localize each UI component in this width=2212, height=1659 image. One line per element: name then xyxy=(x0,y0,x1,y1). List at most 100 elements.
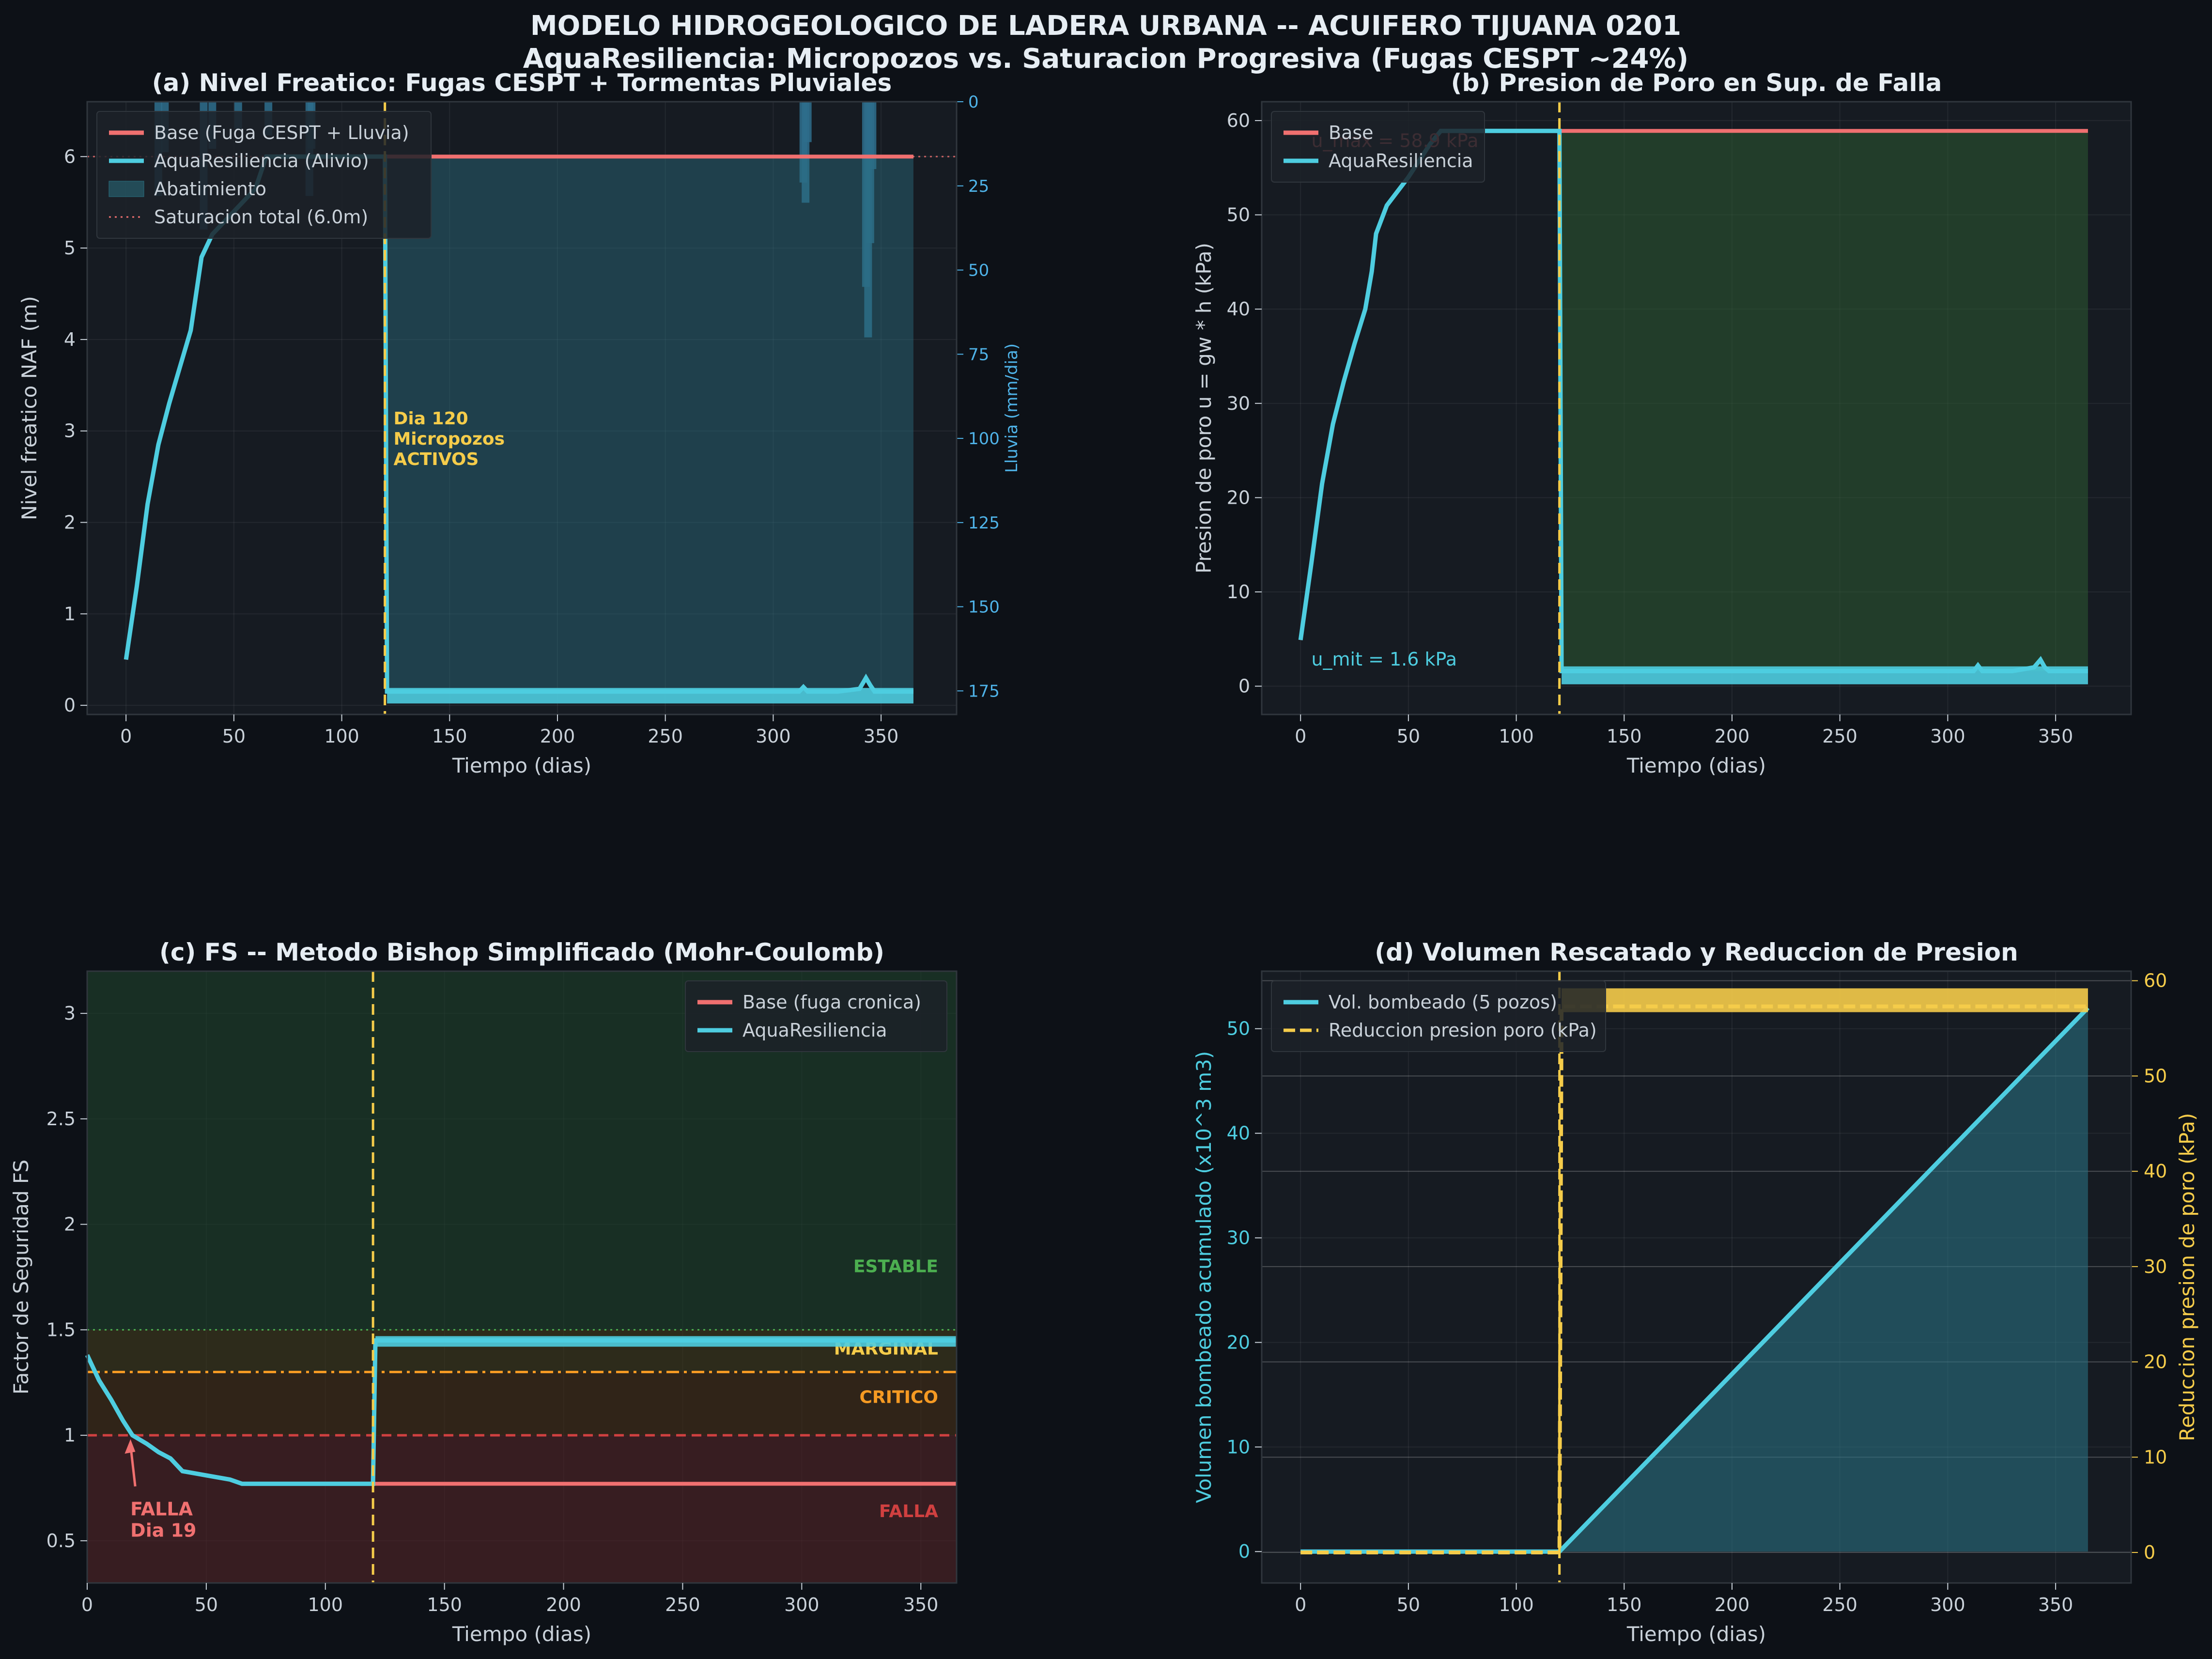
y-tick-label-c: 1.5 xyxy=(46,1319,76,1340)
x-tick-label-b: 50 xyxy=(1397,726,1420,747)
drawdown-area xyxy=(385,156,913,692)
volume-area xyxy=(1300,1008,2088,1552)
x-tick-label-a: 300 xyxy=(756,726,791,747)
y2-tick-label-d: 50 xyxy=(2144,1065,2167,1086)
legend-label-b: Base xyxy=(1329,122,1374,143)
y-tick-label-d: 0 xyxy=(1238,1541,1250,1562)
y2-tick-label-a: 25 xyxy=(968,177,989,196)
y-tick-label-a: 2 xyxy=(64,512,76,533)
y2-tick-label-a: 125 xyxy=(968,513,1000,533)
plot-frame-b xyxy=(1261,101,2132,715)
legend-label-a: Saturacion total (6.0m) xyxy=(154,206,368,228)
panel-b: u_max = 58.9 kPau_mit = 1.6 kPa050100150… xyxy=(1192,69,2132,777)
x-tick-label-b: 100 xyxy=(1499,726,1534,747)
x-axis-label-b: Tiempo (dias) xyxy=(1626,754,1766,777)
legend-label-c: AquaResiliencia xyxy=(742,1020,887,1041)
y2-tick-label-d: 30 xyxy=(2144,1256,2167,1277)
series-line-aqua xyxy=(85,1338,957,1486)
y-axis-label-a: Nivel freatico NAF (m) xyxy=(17,296,41,520)
zone-label-falla: FALLA xyxy=(879,1502,938,1521)
x-tick-label-c: 100 xyxy=(308,1594,343,1615)
legend-box-d xyxy=(1271,980,1606,1052)
x-tick-label-d: 0 xyxy=(1295,1594,1306,1615)
y2-axis-label-a: Lluvia (mm/dia) xyxy=(1002,343,1021,473)
y2-tick-label-d: 40 xyxy=(2144,1161,2167,1182)
x-tick-label-b: 150 xyxy=(1607,726,1642,747)
panel-title-b: (b) Presion de Poro en Sup. de Falla xyxy=(1451,69,1942,97)
x-tick-label-c: 250 xyxy=(665,1594,700,1615)
y2-tick-label-d: 20 xyxy=(2144,1351,2167,1373)
annotation-u-mit: u_mit = 1.6 kPa xyxy=(1311,649,1457,670)
y-tick-label-a: 0 xyxy=(64,695,76,716)
pressure-oscillation-band xyxy=(1562,988,2088,1012)
y-tick-label-a: 6 xyxy=(64,146,76,167)
figure-title-line1: MODELO HIDROGEOLOGICO DE LADERA URBANA -… xyxy=(530,10,1681,42)
x-tick-label-d: 350 xyxy=(2038,1594,2073,1615)
y-tick-label-a: 5 xyxy=(64,237,76,259)
y-tick-label-d: 20 xyxy=(1227,1332,1250,1353)
y-tick-label-b: 50 xyxy=(1227,204,1250,226)
annotation-day120-line2: Micropozos xyxy=(393,429,505,449)
legend-label-c: Base (fuga cronica) xyxy=(742,992,921,1013)
x-tick-label-a: 150 xyxy=(432,726,467,747)
y-tick-label-b: 60 xyxy=(1227,110,1250,131)
y-axis-label-c: Factor de Seguridad FS xyxy=(9,1160,33,1395)
panel-title-d: (d) Volumen Rescatado y Reduccion de Pre… xyxy=(1375,938,2018,966)
y-tick-label-c: 3 xyxy=(64,1003,76,1024)
x-tick-label-c: 50 xyxy=(195,1594,218,1615)
y2-tick-label-a: 50 xyxy=(968,261,989,280)
legend-label-d: Reduccion presion poro (kPa) xyxy=(1329,1020,1597,1041)
y2-tick-label-d: 10 xyxy=(2144,1446,2167,1468)
series-line-pressure xyxy=(1300,1004,2088,1554)
legend-label-b: AquaResiliencia xyxy=(1329,150,1473,171)
legend-label-a: AquaResiliencia (Alivio) xyxy=(154,150,369,171)
x-tick-label-c: 0 xyxy=(81,1594,93,1615)
x-tick-label-a: 250 xyxy=(648,726,683,747)
y-tick-label-c: 1 xyxy=(64,1425,76,1446)
aqua-oscillation-band xyxy=(1562,666,2088,684)
y-tick-label-c: 0.5 xyxy=(46,1530,76,1551)
figure-title-line2: AquaResiliencia: Micropozos vs. Saturaci… xyxy=(523,43,1688,75)
x-tick-label-b: 300 xyxy=(1930,726,1965,747)
y2-tick-label-a: 75 xyxy=(968,345,989,364)
panel-title-c: (c) FS -- Metodo Bishop Simplificado (Mo… xyxy=(159,938,884,966)
y-tick-label-d: 40 xyxy=(1227,1123,1250,1144)
y-axis-label-b: Presion de poro u = gw * h (kPa) xyxy=(1192,243,1216,574)
y-axis-label-d: Volumen bombeado acumulado (x10^3 m3) xyxy=(1192,1051,1216,1503)
x-tick-label-d: 150 xyxy=(1607,1594,1642,1615)
zone-label-estable: ESTABLE xyxy=(853,1257,938,1277)
y-tick-label-c: 2.5 xyxy=(46,1108,76,1130)
y-tick-label-b: 10 xyxy=(1227,581,1250,603)
x-axis-label-c: Tiempo (dias) xyxy=(452,1622,591,1646)
x-tick-label-a: 100 xyxy=(324,726,359,747)
y-tick-label-d: 50 xyxy=(1227,1018,1250,1039)
y2-tick-label-d: 0 xyxy=(2144,1542,2155,1563)
x-tick-label-d: 250 xyxy=(1822,1594,1857,1615)
y2-tick-label-a: 175 xyxy=(968,682,1000,701)
rain-bar xyxy=(868,102,877,170)
aqua-oscillation-band xyxy=(375,1336,957,1347)
x-tick-label-d: 50 xyxy=(1397,1594,1420,1615)
y-tick-label-b: 30 xyxy=(1227,393,1250,414)
pressure-reduction-area xyxy=(1559,131,2088,671)
legend-swatch-a xyxy=(108,181,144,197)
x-tick-label-d: 100 xyxy=(1499,1594,1534,1615)
x-tick-label-c: 200 xyxy=(546,1594,581,1615)
legend-box-c xyxy=(685,980,947,1052)
x-tick-label-b: 250 xyxy=(1822,726,1857,747)
panel-d: 0 10 20 30 40 50 60 Reduccion presion de poro (… xyxy=(1192,938,2199,1646)
zone-label-critico: CRITICO xyxy=(859,1388,938,1408)
plot-frame-d xyxy=(1261,970,2132,1584)
y2-axis-label-d: Reduccion presion de poro (kPa) xyxy=(2175,1113,2199,1442)
y-tick-label-d: 30 xyxy=(1227,1227,1250,1249)
x-tick-label-b: 0 xyxy=(1295,726,1306,747)
panel-a: Dia 120MicropozosACTIVOS0255075100125150… xyxy=(17,69,1021,777)
panel-title-a: (a) Nivel Freatico: Fugas CESPT + Tormen… xyxy=(152,69,892,97)
x-axis-label-d: Tiempo (dias) xyxy=(1626,1622,1766,1646)
y2-tick-label-d: 60 xyxy=(2144,970,2167,992)
x-tick-label-a: 50 xyxy=(222,726,246,747)
x-tick-label-a: 0 xyxy=(120,726,132,747)
annotation-falla-arrowhead xyxy=(124,1439,136,1454)
